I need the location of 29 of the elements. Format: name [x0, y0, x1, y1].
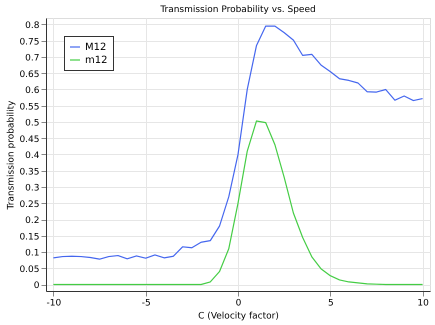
y-tick-label: 0.5	[25, 118, 40, 128]
chart-title: Transmission Probability vs. Speed	[159, 5, 316, 15]
y-tick-label: 0.8	[25, 21, 40, 31]
y-tick-label: 0.6	[25, 86, 40, 96]
x-axis-title: C (Velocity factor)	[198, 312, 279, 322]
x-tick-label: -5	[142, 298, 151, 308]
y-tick-label: 0.45	[19, 134, 40, 145]
y-tick-label: 0.35	[19, 167, 40, 178]
y-tick-label: 0.15	[19, 232, 40, 242]
line-series	[52, 120, 424, 286]
x-tick-label: 0	[236, 298, 242, 308]
x-tick-label: 10	[417, 298, 430, 308]
y-tick-label: 0.25	[19, 200, 40, 210]
legend-label: m12	[85, 55, 108, 66]
y-tick-label: 0.4	[25, 151, 40, 161]
y-tick-label: 0.65	[19, 70, 40, 80]
y-tick-label: 0.55	[19, 102, 40, 112]
legend-label: M12	[85, 42, 106, 53]
y-tick-label: 0.3	[25, 184, 40, 194]
y-tick-label: 0.1	[25, 248, 40, 258]
x-tick-label: -10	[46, 298, 62, 308]
y-tick-label: 0.7	[25, 54, 40, 64]
line-series	[52, 26, 424, 260]
x-tick-label: 5	[328, 298, 334, 308]
y-tick-label: 0	[34, 281, 40, 291]
y-tick-label: 0.2	[25, 216, 40, 226]
y-tick-label: 0.05	[19, 264, 40, 275]
y-axis-title: Transmission probability	[6, 100, 16, 211]
y-tick-label: 0.75	[19, 37, 40, 48]
